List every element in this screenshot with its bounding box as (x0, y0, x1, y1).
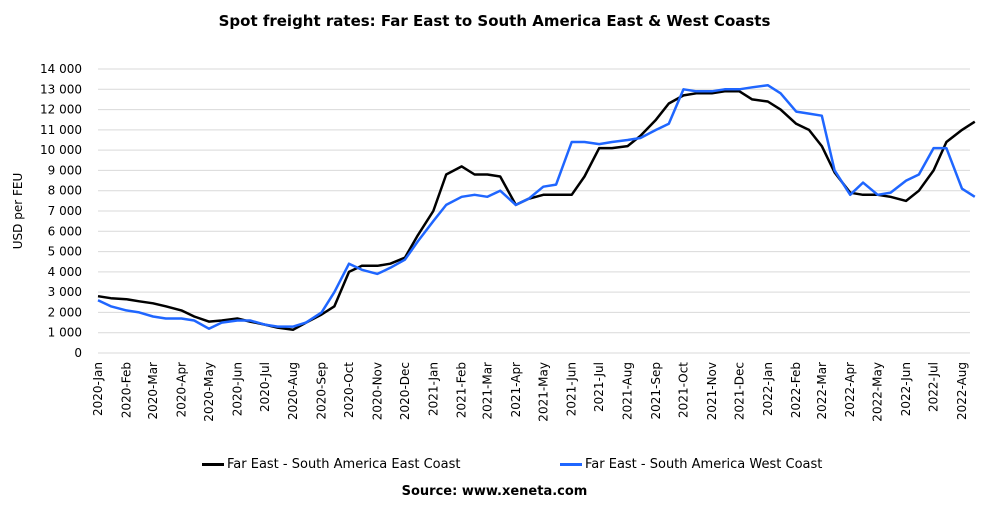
x-tick-label: 2021-Dec (732, 362, 746, 420)
x-tick-label: 2022-May (871, 362, 885, 422)
x-tick-label: 2021-Jun (565, 362, 579, 416)
x-tick-label: 2021-Oct (676, 362, 690, 418)
x-tick-label: 2021-Aug (621, 362, 635, 420)
x-tick-label: 2021-Apr (509, 362, 523, 417)
y-tick-label: 11 000 (40, 123, 82, 137)
x-tick-label: 2020-May (202, 362, 216, 422)
y-tick-label: 9 000 (48, 163, 82, 177)
x-tick-label: 2022-Mar (815, 362, 829, 420)
x-tick-label: 2021-Jan (426, 362, 440, 416)
x-tick-label: 2020-Sep (315, 362, 329, 420)
x-tick-label: 2020-Jan (91, 362, 105, 416)
y-tick-label: 14 000 (40, 62, 82, 76)
x-tick-label: 2020-Nov (370, 362, 384, 420)
x-tick-label: 2022-Aug (955, 362, 969, 420)
source-note: Source: www.xeneta.com (401, 484, 588, 499)
x-tick-label: 2020-Dec (398, 362, 412, 420)
x-tick-label: 2020-Oct (342, 362, 356, 418)
y-tick-label: 4 000 (48, 265, 82, 279)
x-tick-label: 2020-Jun (230, 362, 244, 416)
series-line-west-coast (97, 83, 976, 330)
y-tick-label: 6 000 (48, 224, 82, 238)
x-tick-label: 2021-May (536, 362, 550, 422)
x-tick-label: 2021-Feb (455, 362, 469, 418)
x-tick-label: 2022-Jul (927, 362, 941, 412)
chart-title: Spot freight rates: Far East to South Am… (218, 12, 771, 30)
y-tick-label: 0 (74, 346, 82, 360)
y-tick-label: 10 000 (40, 143, 82, 157)
y-tick-label: 8 000 (48, 184, 82, 198)
legend-swatch-east-coast (202, 463, 224, 466)
x-tick-label: 2022-Feb (789, 362, 803, 418)
y-tick-label: 2 000 (48, 305, 82, 319)
legend-label-east-coast: Far East - South America East Coast (227, 457, 461, 472)
y-tick-label: 1 000 (48, 326, 82, 340)
y-tick-label: 5 000 (48, 245, 82, 259)
x-tick-label: 2021-Mar (480, 362, 494, 420)
y-tick-label: 3 000 (48, 285, 82, 299)
x-tick-label: 2020-Apr (174, 362, 188, 417)
x-tick-label: 2021-Jul (592, 362, 606, 412)
x-tick-label: 2022-Jun (899, 362, 913, 416)
x-tick-label: 2022-Jan (761, 362, 775, 416)
x-tick-label: 2021-Nov (705, 362, 719, 420)
y-tick-label: 12 000 (40, 103, 82, 117)
x-tick-label: 2022-Apr (843, 362, 857, 417)
x-tick-label: 2020-Aug (286, 362, 300, 420)
y-tick-label: 13 000 (40, 82, 82, 96)
x-tick-label: 2021-Sep (649, 362, 663, 420)
legend-item-east-coast: Far East - South America East Coast (202, 457, 460, 472)
legend-item-west-coast: Far East - South America West Coast (560, 457, 822, 472)
x-tick-label: 2020-Jul (258, 362, 272, 412)
x-tick-label: 2020-Mar (146, 362, 160, 420)
x-tick-label: 2020-Feb (119, 362, 133, 418)
legend-swatch-west-coast (560, 463, 582, 466)
legend-label-west-coast: Far East - South America West Coast (585, 457, 823, 472)
y-axis-label: USD per FEU (11, 173, 25, 249)
y-tick-label: 7 000 (48, 204, 82, 218)
